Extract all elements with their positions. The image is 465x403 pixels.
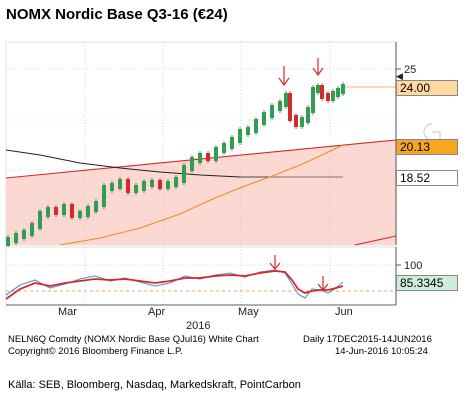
indicator-gridlines <box>6 247 396 305</box>
candle-body <box>230 137 234 149</box>
indicator-arrows <box>269 255 329 291</box>
indicator-line-red <box>5 270 344 300</box>
candle-body <box>206 153 210 161</box>
price-label-orange-ma: 20.13 <box>396 139 458 155</box>
candle-body <box>70 204 74 218</box>
indicator-tick-100: 100 <box>404 260 422 272</box>
candle-body <box>78 211 82 218</box>
candlesticks <box>6 82 345 248</box>
candle-body <box>270 105 274 118</box>
candle-body <box>150 180 154 187</box>
candle-body <box>30 223 34 236</box>
x-tick-apr: Apr <box>148 306 165 318</box>
candle-body <box>294 115 298 127</box>
candle-body <box>246 127 250 135</box>
footer-line2-right: 14-Jun-2016 10:05:24 <box>335 346 428 357</box>
candle-body <box>86 206 90 217</box>
candle-body <box>341 84 345 94</box>
candle-body <box>54 207 58 215</box>
candle-body <box>320 85 324 99</box>
candle-body <box>62 204 66 215</box>
candle-body <box>126 179 130 193</box>
moving-average-orange <box>59 144 344 246</box>
candle-body <box>118 179 122 189</box>
candle-body <box>166 181 170 189</box>
indicator-panel-frame <box>5 246 397 306</box>
candle-body <box>284 93 288 107</box>
footer-line1-right: Daily 17DEC2015-14JUN2016 <box>303 334 432 345</box>
main-arrows <box>278 58 324 87</box>
candle-body <box>14 233 18 243</box>
candle-body <box>331 91 335 101</box>
footer-line1-left: NELN6Q Comdty (NOMX Nordic Base QJul16) … <box>8 334 259 345</box>
candle-body <box>336 88 340 97</box>
candle-body <box>326 93 330 101</box>
indicator-arrow-2 <box>317 276 329 291</box>
main-gridlines <box>6 42 396 245</box>
price-label-current: 24.00 <box>396 80 458 96</box>
channel-fill <box>6 140 396 245</box>
indicator-value-label: 85.3345 <box>396 275 458 291</box>
candle-body <box>316 85 320 93</box>
x-tick-jun: Jun <box>335 306 353 318</box>
moving-average-black <box>5 149 270 178</box>
candle-body <box>46 207 50 217</box>
candle-body <box>102 185 106 207</box>
candle-body <box>311 87 315 113</box>
candle-body <box>254 119 258 133</box>
main-arrow-2 <box>312 58 324 77</box>
candle-body <box>306 107 310 123</box>
candle-body <box>174 177 178 187</box>
candle-body <box>238 129 242 143</box>
main-arrow-1 <box>278 66 290 87</box>
candle-body <box>300 117 304 127</box>
candle-body <box>142 181 146 191</box>
main-tick-25: 25 <box>404 64 416 76</box>
x-tick-may: May <box>238 306 259 318</box>
source-note: Källa: SEB, Bloomberg, Nasdaq, Markedskr… <box>8 379 301 391</box>
indicator-arrow-1 <box>269 255 281 270</box>
price-label-black-ma: 18.52 <box>396 170 458 186</box>
axis-arrow-marker: ◀ <box>396 71 403 81</box>
candle-body <box>38 211 42 229</box>
candle-body <box>110 183 114 191</box>
candle-body <box>158 180 162 189</box>
candle-body <box>214 147 218 161</box>
chart-title: NOMX Nordic Base Q3-16 (€24) <box>6 6 228 23</box>
candle-body <box>190 157 194 171</box>
candle-body <box>262 112 266 125</box>
candle-body <box>94 201 98 212</box>
candle-body <box>278 101 282 111</box>
candle-body <box>198 153 202 163</box>
candle-body <box>6 237 10 246</box>
x-year-label: 2016 <box>186 320 210 332</box>
candle-body <box>22 230 26 239</box>
candle-body <box>222 143 226 153</box>
lower-trendline <box>354 235 397 246</box>
candle-body <box>134 185 138 193</box>
footer-line2-left: Copyright© 2016 Bloomberg Finance L.P. <box>8 346 183 357</box>
x-tick-mar: Mar <box>58 306 77 318</box>
candle-body <box>182 165 186 183</box>
candle-body <box>288 93 292 121</box>
